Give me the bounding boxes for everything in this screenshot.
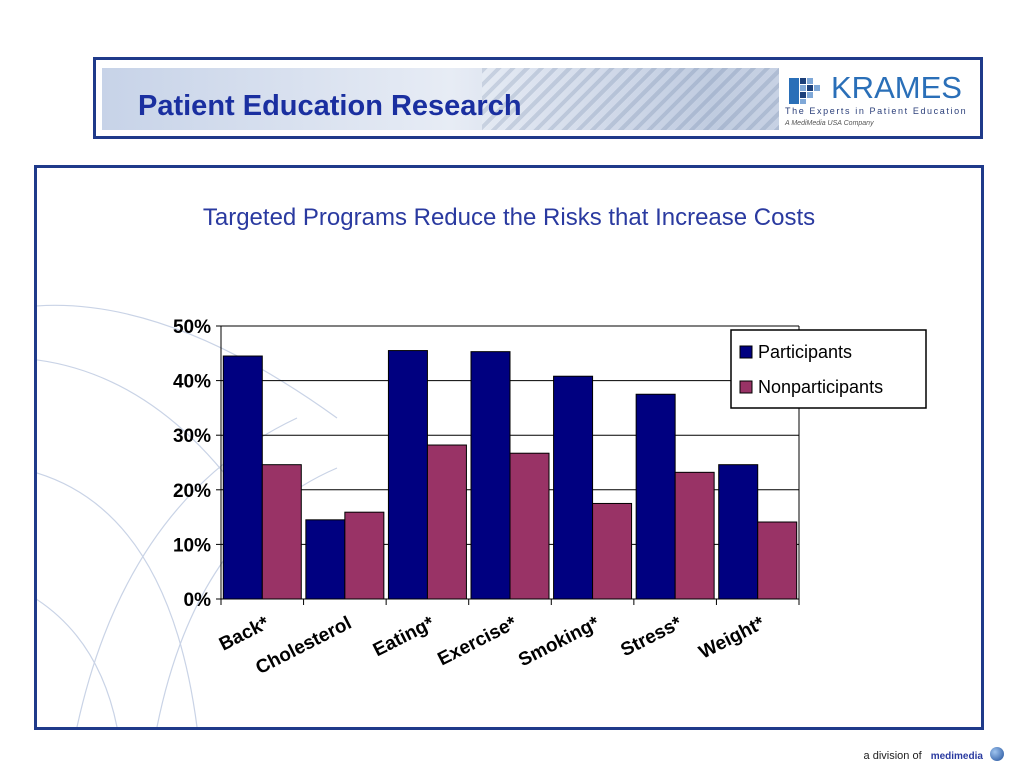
bar-participants	[222, 355, 263, 600]
bar-participants	[387, 350, 428, 600]
decorative-arc	[156, 467, 338, 727]
x-tick-label: Back*	[216, 612, 273, 655]
bar-nonparticipants	[592, 502, 633, 600]
krames-logo: KRAMES The Experts in Patient Education …	[779, 68, 974, 130]
decorative-arc	[37, 598, 118, 727]
legend-box	[730, 329, 927, 409]
medimedia-globe-icon	[990, 747, 1004, 761]
decorative-globe-lines	[37, 304, 338, 727]
krames-logo-icon	[789, 78, 820, 104]
bar-nonparticipants	[261, 464, 302, 600]
legend-swatch	[739, 345, 753, 359]
logo-tagline: The Experts in Patient Education	[785, 106, 968, 116]
bar-participants	[718, 464, 759, 600]
y-tick-label: 0%	[184, 590, 212, 611]
bar-nonparticipants	[509, 452, 550, 600]
bar-nonparticipants	[344, 511, 385, 600]
y-tick-label: 10%	[173, 535, 211, 556]
x-tick-label: Exercise*	[434, 612, 520, 670]
decorative-arc	[37, 304, 338, 419]
decorative-arc	[37, 472, 198, 727]
footer-text: a division of	[863, 750, 922, 762]
y-tick-label: 20%	[173, 481, 211, 502]
bar-participants	[470, 351, 511, 600]
y-tick-label: 40%	[173, 372, 211, 393]
header-banner: Patient Education Research KRAMES The Ex…	[93, 57, 983, 139]
bar-nonparticipants	[757, 521, 798, 600]
x-tick-label: Smoking*	[515, 612, 603, 671]
bar-participants	[305, 519, 346, 600]
chart-panel: Targeted Programs Reduce the Risks that …	[34, 165, 984, 730]
bar-nonparticipants	[674, 471, 715, 600]
y-tick-label: 50%	[173, 317, 211, 338]
x-tick-label: Eating*	[370, 612, 438, 661]
legend-label: Nonparticipants	[758, 377, 883, 397]
footer: a division of medimedia	[864, 747, 1004, 762]
header-background: Patient Education Research KRAMES The Ex…	[102, 68, 974, 130]
chart-title: Targeted Programs Reduce the Risks that …	[202, 204, 816, 231]
bar-participants	[635, 393, 676, 600]
footer-brand: medimedia	[930, 751, 983, 762]
bar-nonparticipants	[426, 444, 467, 600]
x-tick-label: Stress*	[618, 612, 686, 661]
legend-label: Participants	[758, 342, 852, 362]
bar-chart: 0%10%20%30%40%50%Back*Cholesterol Eating*…	[173, 317, 927, 679]
logo-subtitle: A MediMedia USA Company	[785, 120, 874, 127]
page-title: Patient Education Research	[138, 90, 522, 122]
x-tick-label: Weight*	[696, 612, 769, 663]
y-tick-label: 30%	[173, 426, 211, 447]
logo-wordmark: KRAMES	[831, 70, 962, 105]
legend-swatch	[739, 380, 753, 394]
header-decorative-image	[482, 68, 782, 130]
bar-participants	[553, 375, 594, 600]
